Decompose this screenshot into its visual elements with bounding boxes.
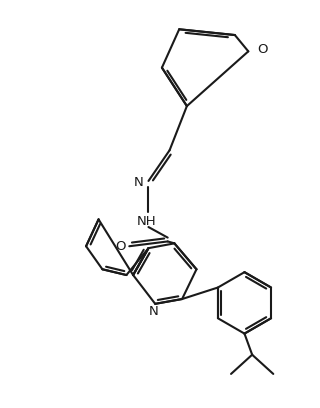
Text: N: N	[134, 176, 144, 189]
Text: NH: NH	[137, 215, 156, 228]
Text: O: O	[257, 43, 268, 56]
Text: N: N	[148, 305, 158, 318]
Text: O: O	[116, 240, 126, 253]
